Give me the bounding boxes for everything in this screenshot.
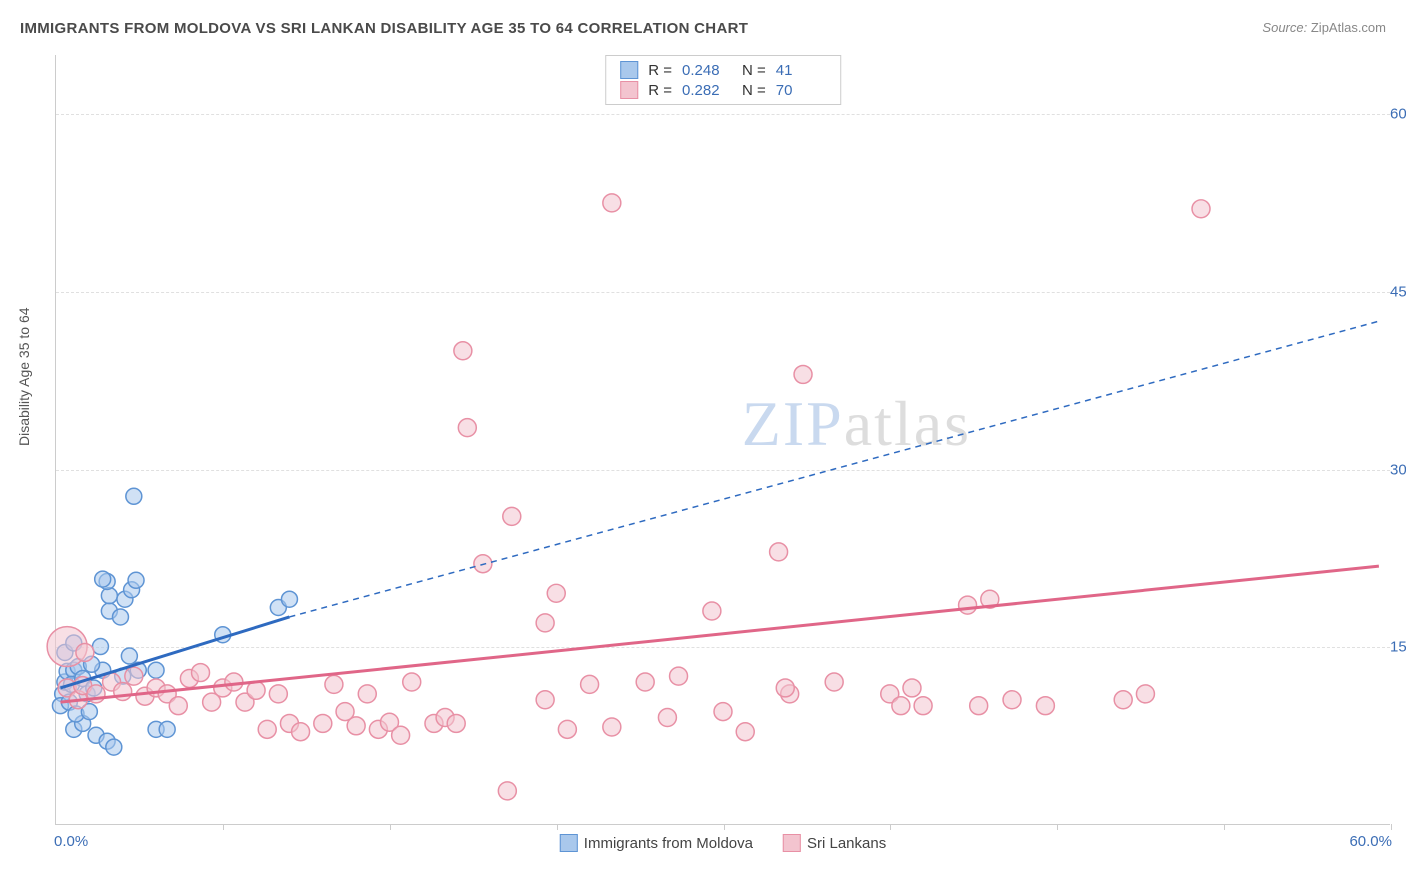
scatter-marker [536, 614, 554, 632]
scatter-marker [148, 662, 164, 678]
legend-stats-box: R = 0.248 N = 41 R = 0.282 N = 70 [605, 55, 841, 105]
scatter-marker [358, 685, 376, 703]
scatter-marker [736, 723, 754, 741]
scatter-marker [281, 591, 297, 607]
scatter-marker [325, 675, 343, 693]
legend-stat-row: R = 0.282 N = 70 [620, 80, 826, 100]
scatter-marker [770, 543, 788, 561]
scatter-marker [458, 419, 476, 437]
scatter-marker [192, 664, 210, 682]
chart-plot-area: ZIPatlas 15.0%30.0%45.0%60.0% R =0.248N … [55, 55, 1390, 825]
legend-swatch [620, 61, 638, 79]
scatter-marker [92, 639, 108, 655]
scatter-marker [776, 679, 794, 697]
scatter-marker [125, 667, 143, 685]
stat-r-value: 0.248 [682, 62, 732, 79]
scatter-marker [1036, 697, 1054, 715]
legend-item: Immigrants from Moldova [560, 834, 753, 852]
scatter-marker [269, 685, 287, 703]
scatter-marker [1192, 200, 1210, 218]
scatter-svg [56, 55, 1390, 824]
legend-swatch [783, 834, 801, 852]
x-tick [1391, 824, 1392, 830]
scatter-marker [914, 697, 932, 715]
scatter-marker [970, 697, 988, 715]
x-axis-max-label: 60.0% [1349, 833, 1392, 850]
scatter-marker [670, 667, 688, 685]
legend-swatch [620, 81, 638, 99]
legend-series: Immigrants from Moldova Sri Lankans [560, 834, 886, 852]
scatter-marker [892, 697, 910, 715]
stat-r-value: 0.282 [682, 82, 732, 99]
scatter-marker [498, 782, 516, 800]
legend-stat-row: R = 0.248 N = 41 [620, 60, 826, 80]
scatter-marker [106, 739, 122, 755]
scatter-marker [1114, 691, 1132, 709]
scatter-marker [959, 596, 977, 614]
x-tick [724, 824, 725, 830]
chart-title: IMMIGRANTS FROM MOLDOVA VS SRI LANKAN DI… [20, 20, 748, 37]
scatter-marker [447, 714, 465, 732]
scatter-marker [392, 726, 410, 744]
scatter-marker [314, 714, 332, 732]
x-tick [1057, 824, 1058, 830]
scatter-marker [1136, 685, 1154, 703]
scatter-marker [169, 697, 187, 715]
stat-n-label: N = [742, 62, 766, 79]
x-tick [890, 824, 891, 830]
scatter-marker [825, 673, 843, 691]
stat-n-value: 41 [776, 62, 826, 79]
stat-r-label: R = [648, 62, 672, 79]
y-axis-label: Disability Age 35 to 64 [16, 307, 32, 446]
scatter-marker [258, 720, 276, 738]
scatter-marker [403, 673, 421, 691]
scatter-marker [581, 675, 599, 693]
scatter-marker [1003, 691, 1021, 709]
stat-r-label: R = [648, 82, 672, 99]
scatter-marker [503, 507, 521, 525]
stat-n-label: N = [742, 82, 766, 99]
scatter-marker [126, 488, 142, 504]
scatter-marker [603, 194, 621, 212]
legend-swatch [560, 834, 578, 852]
scatter-marker [121, 648, 137, 664]
scatter-marker [903, 679, 921, 697]
scatter-marker [558, 720, 576, 738]
scatter-marker [703, 602, 721, 620]
trend-line-extrapolated [289, 321, 1378, 617]
source-label: Source: [1262, 20, 1307, 35]
scatter-marker [536, 691, 554, 709]
scatter-marker [101, 588, 117, 604]
scatter-marker [636, 673, 654, 691]
x-axis-origin-label: 0.0% [54, 833, 88, 850]
legend-item: Sri Lankans [783, 834, 886, 852]
scatter-marker [714, 703, 732, 721]
scatter-marker [603, 718, 621, 736]
scatter-marker [658, 709, 676, 727]
source-name: ZipAtlas.com [1311, 20, 1386, 35]
scatter-marker [454, 342, 472, 360]
legend-label: Sri Lankans [807, 835, 886, 852]
scatter-marker [347, 717, 365, 735]
scatter-marker [159, 721, 175, 737]
x-tick [390, 824, 391, 830]
scatter-marker [76, 643, 94, 661]
scatter-marker [292, 723, 310, 741]
x-tick [223, 824, 224, 830]
scatter-marker [547, 584, 565, 602]
x-tick [557, 824, 558, 830]
scatter-marker [95, 571, 111, 587]
source-attribution: Source: ZipAtlas.com [1262, 20, 1386, 35]
x-tick [1224, 824, 1225, 830]
stat-n-value: 70 [776, 82, 826, 99]
legend-label: Immigrants from Moldova [584, 835, 753, 852]
scatter-marker [128, 572, 144, 588]
scatter-marker [794, 365, 812, 383]
scatter-marker [112, 609, 128, 625]
scatter-marker [225, 673, 243, 691]
trend-line [60, 566, 1378, 702]
